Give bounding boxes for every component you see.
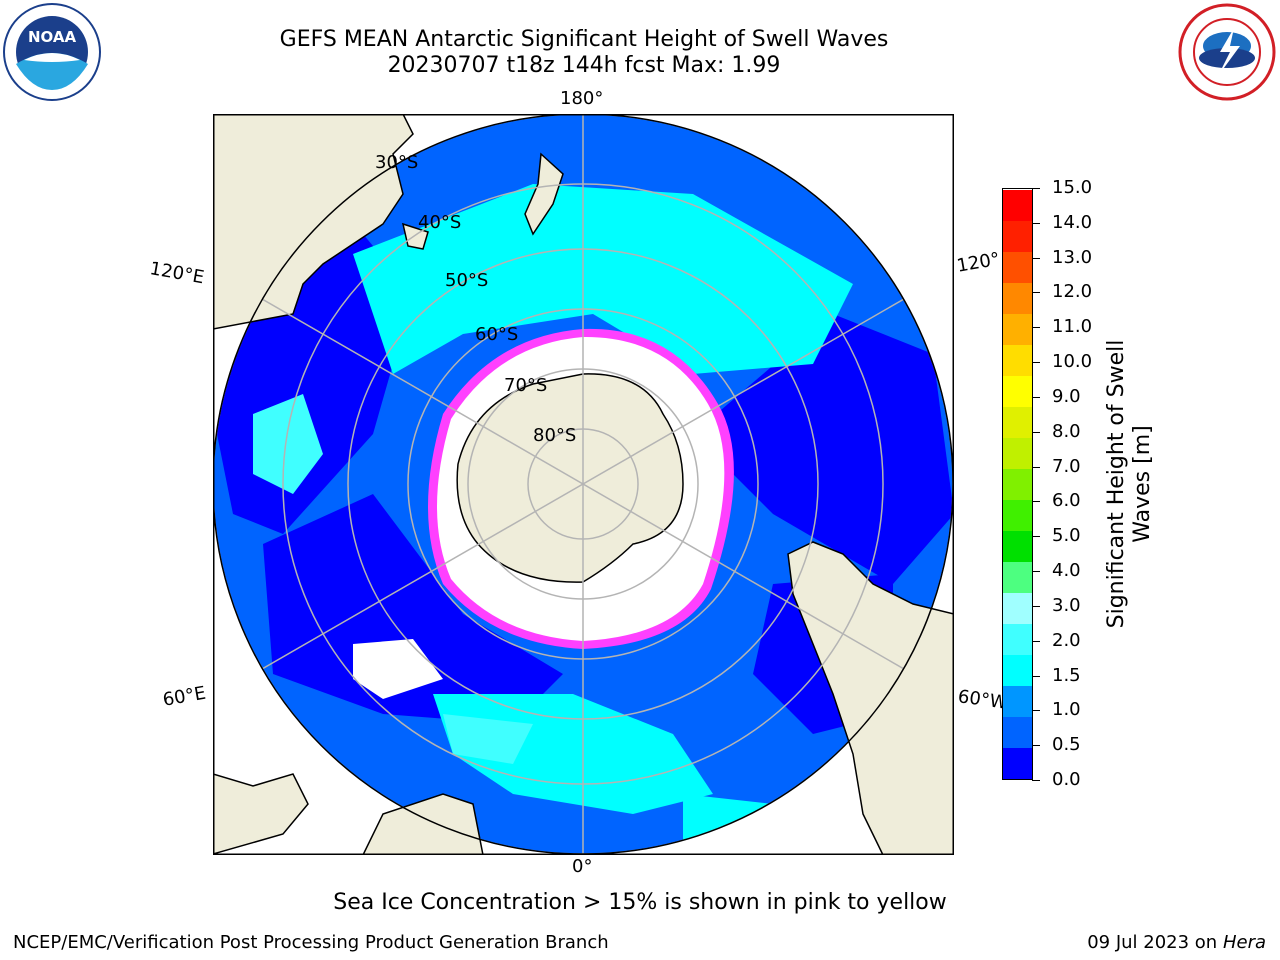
lat-label-30s: 30°S xyxy=(375,152,419,173)
colorbar-tick-label: 4.0 xyxy=(1052,560,1081,582)
colorbar-title: Significant Height of Swell Waves [m] xyxy=(1104,319,1156,649)
colorbar-segment xyxy=(1003,437,1032,469)
colorbar-segment xyxy=(1003,220,1032,252)
svg-text:NOAA: NOAA xyxy=(28,28,77,46)
lat-label-50s: 50°S xyxy=(445,270,489,291)
colorbar-segment xyxy=(1003,592,1032,624)
colorbar xyxy=(1002,188,1033,780)
colorbar-segment xyxy=(1003,716,1032,748)
colorbar-segment xyxy=(1003,313,1032,345)
lat-label-80s: 80°S xyxy=(533,425,577,446)
colorbar-tick-label: 1.0 xyxy=(1052,699,1081,721)
colorbar-tick-label: 1.5 xyxy=(1052,664,1081,686)
lon-label-180: 180° xyxy=(560,88,604,109)
colorbar-tick xyxy=(1032,536,1040,538)
colorbar-title-line-1: Significant Height of Swell xyxy=(1104,339,1129,629)
colorbar-tick xyxy=(1032,257,1040,259)
nws-logo xyxy=(1178,3,1276,101)
colorbar-tick-label: 2.0 xyxy=(1052,629,1081,651)
colorbar-tick-label: 7.0 xyxy=(1052,455,1081,477)
lon-label-60w: 60°W xyxy=(956,686,1009,714)
africa-land xyxy=(213,773,309,855)
colorbar-tick xyxy=(1032,222,1040,224)
colorbar-segment xyxy=(1003,499,1032,531)
colorbar-tick xyxy=(1032,431,1040,433)
colorbar-tick xyxy=(1032,605,1040,607)
lat-label-40s: 40°S xyxy=(418,212,462,233)
noaa-logo: NOAA xyxy=(3,3,101,101)
colorbar-segment xyxy=(1003,282,1032,314)
colorbar-segment xyxy=(1003,623,1032,655)
colorbar-tick-label: 10.0 xyxy=(1052,351,1093,373)
colorbar-tick xyxy=(1032,188,1040,189)
lon-label-120w: 120° xyxy=(955,248,1002,277)
lon-label-60e: 60°E xyxy=(161,682,208,711)
colorbar-title-line-2: Waves [m] xyxy=(1130,425,1155,543)
lon-label-0: 0° xyxy=(572,856,593,877)
colorbar-tick xyxy=(1032,745,1040,747)
lat-label-70s: 70°S xyxy=(504,375,548,396)
colorbar-tick-label: 0.0 xyxy=(1052,769,1081,790)
colorbar-tick xyxy=(1032,396,1040,398)
footer-date: 09 Jul 2023 on Hera xyxy=(1087,932,1266,953)
colorbar-tick-label: 8.0 xyxy=(1052,420,1081,442)
lat-label-60s: 60°S xyxy=(475,324,519,345)
new-zealand-land xyxy=(524,152,564,236)
footer-date-text: 09 Jul 2023 on xyxy=(1087,932,1223,953)
colorbar-tick xyxy=(1032,466,1040,468)
footer-machine: Hera xyxy=(1222,932,1266,953)
colorbar-tick xyxy=(1032,780,1040,781)
colorbar-tick-label: 9.0 xyxy=(1052,385,1081,407)
colorbar-tick-label: 6.0 xyxy=(1052,490,1081,512)
colorbar-segment xyxy=(1003,561,1032,593)
colorbar-tick xyxy=(1032,327,1040,329)
colorbar-segment xyxy=(1003,747,1032,779)
colorbar-tick-label: 3.0 xyxy=(1052,594,1081,616)
colorbar-segment xyxy=(1003,251,1032,283)
colorbar-tick-label: 14.0 xyxy=(1052,211,1093,233)
colorbar-tick-label: 12.0 xyxy=(1052,281,1093,303)
colorbar-tick xyxy=(1032,292,1040,294)
colorbar-segment xyxy=(1003,344,1032,376)
colorbar-tick-label: 0.5 xyxy=(1052,734,1081,756)
colorbar-tick xyxy=(1032,710,1040,712)
map-panel: 30°S 40°S 50°S 60°S 70°S 80°S xyxy=(213,114,954,855)
colorbar-segment xyxy=(1003,189,1032,221)
colorbar-tick xyxy=(1032,675,1040,677)
colorbar-segment xyxy=(1003,406,1032,438)
footer-branch: NCEP/EMC/Verification Post Processing Pr… xyxy=(13,932,609,953)
colorbar-segment xyxy=(1003,468,1032,500)
antarctica-land xyxy=(456,373,684,583)
title-line-2: 20230707 t18z 144h fcst Max: 1.99 xyxy=(387,53,781,78)
colorbar-tick-label: 5.0 xyxy=(1052,525,1081,547)
title-line-1: GEFS MEAN Antarctic Significant Height o… xyxy=(279,27,889,52)
polar-map xyxy=(213,114,954,855)
colorbar-segment xyxy=(1003,654,1032,686)
colorbar-tick xyxy=(1032,501,1040,503)
colorbar-segment xyxy=(1003,685,1032,717)
colorbar-segment xyxy=(1003,375,1032,407)
colorbar-tick xyxy=(1032,362,1040,364)
colorbar-tick-label: 13.0 xyxy=(1052,246,1093,268)
colorbar-tick xyxy=(1032,640,1040,642)
lon-label-120e: 120°E xyxy=(148,258,206,289)
colorbar-segment xyxy=(1003,530,1032,562)
colorbar-tick-label: 15.0 xyxy=(1052,177,1093,198)
colorbar-tick xyxy=(1032,571,1040,573)
colorbar-tick-label: 11.0 xyxy=(1052,316,1093,338)
sea-ice-note: Sea Ice Concentration > 15% is shown in … xyxy=(333,890,947,915)
